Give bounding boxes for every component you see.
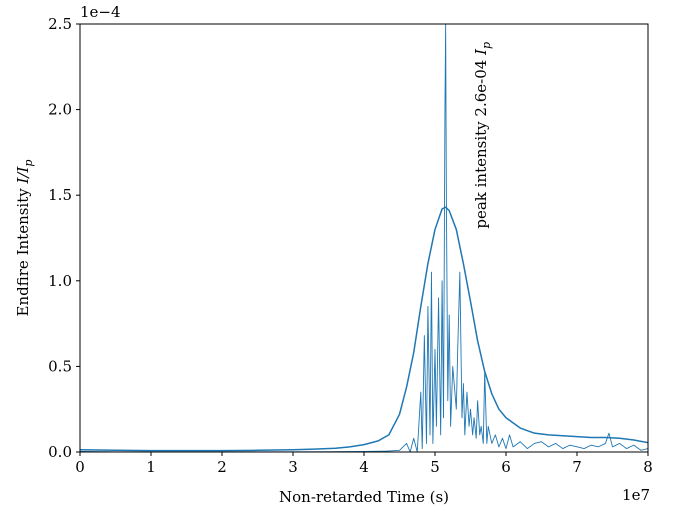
x-tick-label: 5	[430, 458, 440, 476]
x-axis-title: Non-retarded Time (s)	[279, 488, 449, 506]
y-axis-title-sub: p	[22, 160, 35, 167]
axes-frame	[79, 23, 649, 453]
y-tick-label: 0.5	[48, 357, 72, 375]
x-tick-label: 3	[288, 458, 298, 476]
x-tick-label: 1	[146, 458, 156, 476]
plot-area	[79, 23, 649, 453]
x-tick-label: 8	[643, 458, 653, 476]
y-tick-label: 1.5	[48, 186, 72, 204]
y-axis-title: Endfire Intensity I/Ip	[14, 160, 35, 317]
y-axis-ticks: 0.0 0.5 1.0 1.5 2.0 2.5	[48, 15, 80, 461]
y-tick-label: 0.0	[48, 443, 72, 461]
series-line-envelope	[80, 206, 648, 452]
x-tick-label: 2	[217, 458, 227, 476]
peak-annotation-text: peak intensity 2.6e-04	[472, 55, 490, 229]
peak-annotation: peak intensity 2.6e-04 Ip	[472, 42, 493, 229]
y-tick-label: 2.5	[48, 15, 72, 33]
y-axis-title-var: I/I	[14, 166, 32, 185]
x-tick-label: 4	[359, 458, 369, 476]
series-line-instantaneous	[80, 24, 648, 452]
x-tick-label: 0	[75, 458, 85, 476]
x-tick-label: 6	[501, 458, 511, 476]
peak-annotation-sub: p	[480, 42, 493, 49]
x-tick-label: 7	[572, 458, 582, 476]
peak-annotation-var: I	[472, 48, 490, 56]
y-axis-title-main: Endfire Intensity	[14, 184, 32, 317]
y-tick-label: 1.0	[48, 272, 72, 290]
y-offset-label: 1e−4	[80, 3, 121, 21]
x-axis-ticks: 0 1 2 3 4 5 6 7 8	[75, 452, 653, 476]
y-tick-label: 2.0	[48, 101, 72, 119]
series-layer	[80, 24, 648, 452]
x-offset-label: 1e7	[622, 486, 650, 504]
